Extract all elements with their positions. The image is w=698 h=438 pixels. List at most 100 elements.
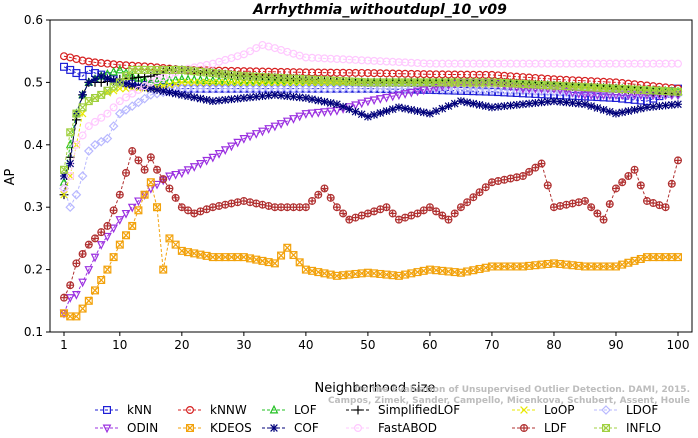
point-fastabod bbox=[239, 50, 248, 59]
x-tick-label: 30 bbox=[236, 338, 251, 352]
point-cof bbox=[314, 96, 323, 105]
legend-marker-fastabod bbox=[354, 424, 363, 433]
point-odin bbox=[96, 241, 106, 250]
point-odin bbox=[152, 180, 162, 190]
point-ldof bbox=[251, 83, 262, 94]
credit-line-1: On the Evaluation of Unsupervised Outlie… bbox=[355, 385, 690, 395]
x-tick-label: 60 bbox=[422, 338, 437, 352]
point-odin bbox=[134, 197, 143, 207]
point-odin bbox=[289, 115, 298, 124]
point-cof bbox=[643, 103, 651, 112]
point-fastabod bbox=[72, 140, 81, 149]
point-ldof bbox=[350, 83, 361, 94]
point-odin bbox=[586, 91, 596, 101]
y-tick-label: 0.3 bbox=[24, 200, 43, 214]
point-ldof bbox=[344, 83, 355, 94]
point-odin bbox=[530, 85, 540, 94]
legend: kNN kNNW LOF SimplifiedLOF LoOP LDOF ODIN KDEOS… bbox=[95, 403, 661, 435]
point-kdeos bbox=[146, 178, 155, 187]
point-odin bbox=[90, 253, 100, 263]
point-ldof bbox=[319, 83, 330, 94]
point-cof bbox=[667, 100, 676, 109]
point-loop bbox=[178, 78, 186, 87]
point-loop bbox=[190, 78, 199, 87]
x-tick-label: 70 bbox=[484, 338, 499, 352]
point-ldof bbox=[542, 86, 553, 97]
point-cof bbox=[332, 100, 341, 109]
legend-marker-ldof bbox=[601, 405, 611, 415]
point-odin bbox=[115, 216, 125, 225]
point-fastabod bbox=[122, 93, 131, 102]
legend-item-simplifiedlof: SimplifiedLOF bbox=[346, 403, 460, 417]
point-cof bbox=[618, 108, 627, 117]
point-ldof bbox=[480, 84, 491, 95]
point-ldof bbox=[288, 83, 299, 94]
point-ldof bbox=[325, 83, 336, 94]
point-odin bbox=[220, 146, 230, 156]
legend-marker-lof bbox=[269, 404, 279, 414]
point-ldf bbox=[673, 156, 682, 165]
legend-label-knnw: kNNW bbox=[210, 403, 247, 417]
point-lof bbox=[152, 76, 162, 86]
point-odin bbox=[84, 266, 94, 275]
point-odin bbox=[227, 142, 236, 152]
point-cof bbox=[450, 99, 459, 108]
point-cof bbox=[438, 104, 447, 113]
point-odin bbox=[183, 166, 193, 176]
series-ldf bbox=[59, 147, 682, 302]
point-cof bbox=[605, 107, 614, 116]
point-cof bbox=[401, 104, 410, 113]
point-ldof bbox=[245, 83, 255, 94]
point-ldof bbox=[499, 85, 510, 96]
point-ldf bbox=[339, 209, 348, 218]
point-odin bbox=[518, 85, 528, 94]
legend-item-kdeos: KDEOS bbox=[178, 421, 252, 435]
point-ldof bbox=[511, 85, 522, 96]
point-ldf bbox=[146, 153, 155, 162]
point-cof bbox=[202, 95, 211, 104]
point-inflo bbox=[59, 165, 68, 174]
point-cof bbox=[537, 98, 546, 107]
point-odin bbox=[171, 170, 181, 180]
point-odin bbox=[326, 107, 336, 117]
point-kdeos bbox=[673, 253, 682, 262]
point-ldof bbox=[375, 83, 386, 94]
point-odin bbox=[580, 91, 590, 101]
point-ldf bbox=[481, 183, 490, 192]
axis-ticks: 1 10 20 30 40 50 60 70 80 90 100 0.1 0.2 0.3 0.4 0.5 0.6 bbox=[24, 13, 690, 352]
point-odin bbox=[624, 91, 633, 101]
point-kdeos bbox=[159, 265, 168, 274]
legend-label-odin: ODIN bbox=[127, 421, 158, 434]
x-tick-label: 100 bbox=[667, 338, 690, 352]
point-cof bbox=[488, 103, 496, 112]
point-ldof bbox=[71, 189, 82, 200]
point-cof bbox=[301, 94, 310, 102]
point-odin bbox=[208, 153, 218, 163]
point-fastabod bbox=[78, 131, 87, 140]
point-cof bbox=[630, 105, 639, 114]
point-odin bbox=[406, 88, 416, 98]
point-cof bbox=[171, 89, 180, 98]
point-ldof bbox=[102, 133, 113, 144]
legend-label-knn: kNN bbox=[127, 403, 152, 417]
legend-item-knnw: kNNW bbox=[178, 403, 247, 417]
point-odin bbox=[419, 86, 429, 96]
point-kdeos bbox=[140, 190, 149, 199]
point-ldf bbox=[308, 196, 317, 205]
point-odin bbox=[351, 101, 360, 111]
point-ldf bbox=[78, 250, 87, 259]
point-odin bbox=[78, 278, 87, 288]
point-ldf bbox=[525, 167, 534, 176]
point-ldof bbox=[381, 83, 392, 94]
y-axis-title: AP bbox=[3, 168, 18, 185]
point-odin bbox=[165, 172, 174, 182]
x-tick-label: 40 bbox=[298, 338, 313, 352]
point-ldf bbox=[667, 179, 676, 188]
point-ldf bbox=[475, 188, 484, 197]
point-kdeos bbox=[109, 253, 118, 262]
point-ldof bbox=[456, 84, 466, 95]
point-fastabod bbox=[134, 85, 143, 94]
point-odin bbox=[561, 87, 571, 97]
x-axis-title: Neighborhood size bbox=[315, 381, 436, 396]
